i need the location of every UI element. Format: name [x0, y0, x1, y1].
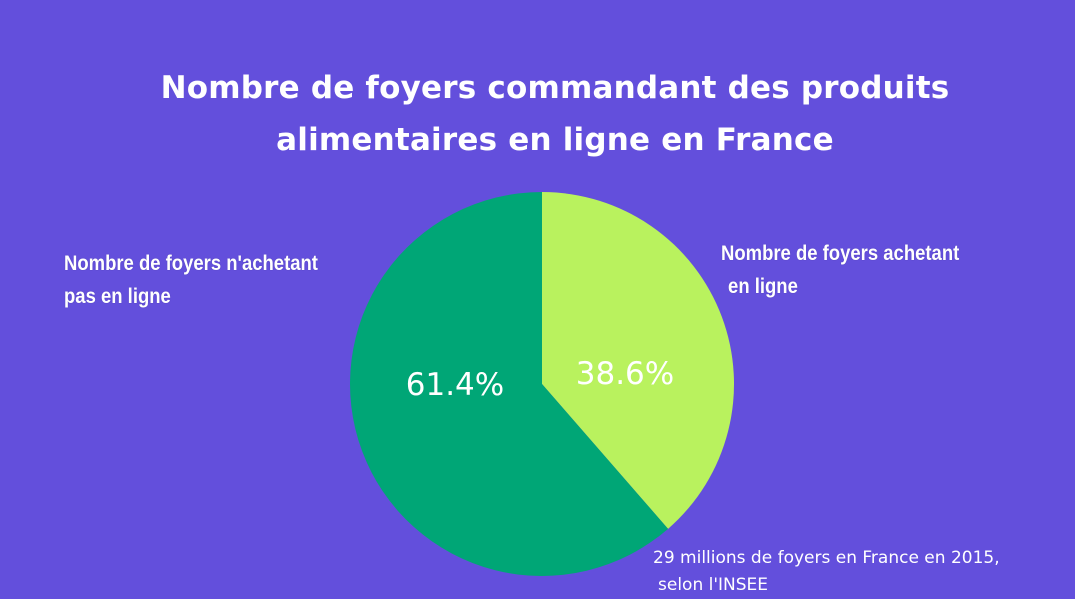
source-note-line-2: selon l'INSEE [658, 575, 769, 595]
pie-slice-not-buying-online [350, 192, 669, 576]
label-not-buying-online-line-2: pas en ligne [64, 285, 171, 308]
label-not-buying-online: Nombre de foyers n'achetant pas en ligne [64, 247, 363, 313]
pie-slice-buying-online [542, 192, 734, 529]
chart-title-line-2: alimentaires en ligne en France [276, 122, 834, 158]
label-buying-online-line-1: Nombre de foyers achetant [721, 242, 960, 265]
chart-title: Nombre de foyers commandant des produits… [80, 62, 1030, 166]
source-note: 29 millions de foyers en France en 2015,… [653, 545, 1073, 599]
label-buying-online: Nombre de foyers achetant en ligne [721, 237, 1011, 303]
source-note-line-1: 29 millions de foyers en France en 2015, [653, 548, 1000, 568]
label-buying-online-line-2: en ligne [728, 275, 798, 298]
pie-value-buying-online: 38.6% [576, 356, 674, 392]
chart-title-line-1: Nombre de foyers commandant des produits [160, 70, 950, 106]
label-not-buying-online-line-1: Nombre de foyers n'achetant [64, 252, 318, 275]
pie-value-not-buying-online: 61.4% [406, 367, 504, 403]
